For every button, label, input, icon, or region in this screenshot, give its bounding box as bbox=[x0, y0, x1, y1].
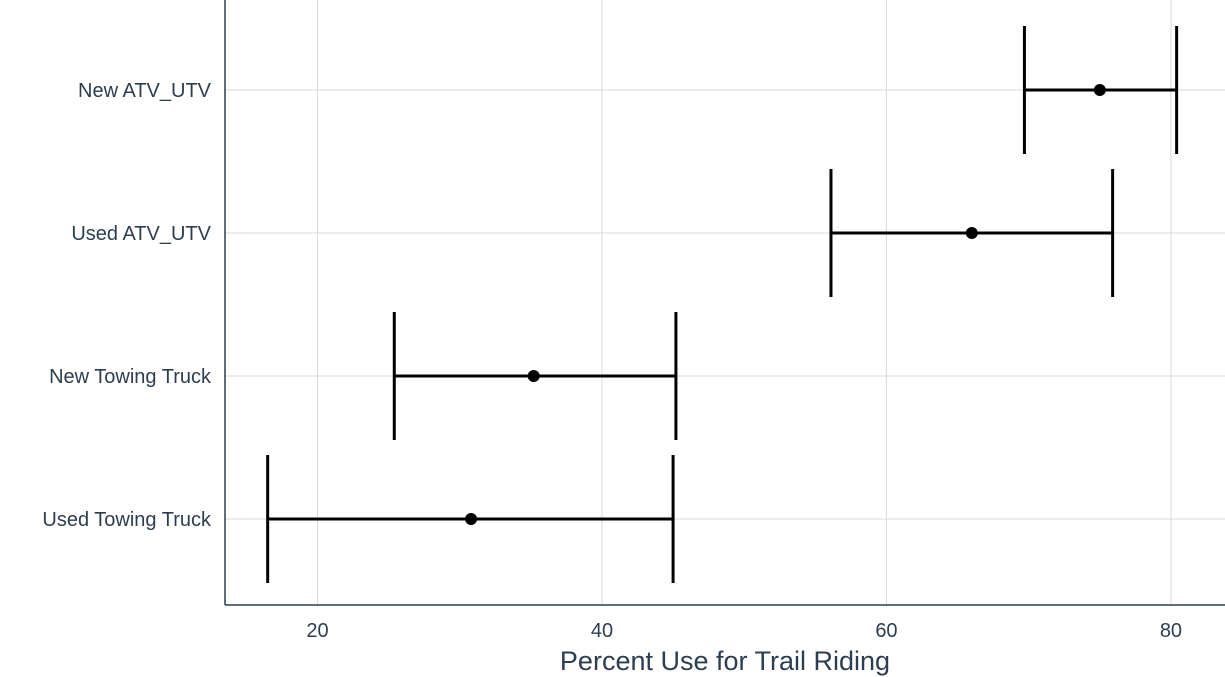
estimate-point bbox=[465, 513, 478, 525]
estimate-point bbox=[1093, 84, 1106, 96]
category-label: New Towing Truck bbox=[49, 366, 212, 388]
category-labels: New ATV_UTV Used ATV_UTV New Towing Truck U… bbox=[42, 80, 212, 531]
category-label: Used Towing Truck bbox=[42, 509, 212, 531]
estimate-point bbox=[527, 370, 540, 382]
category-label: New ATV_UTV bbox=[78, 80, 212, 102]
grid bbox=[225, 0, 1225, 605]
x-tick-label: 40 bbox=[591, 620, 613, 642]
estimate-point bbox=[965, 227, 978, 239]
axes bbox=[224, 0, 1225, 606]
x-tick-label: 80 bbox=[1160, 620, 1182, 642]
tick-labels: 20 40 60 80 bbox=[306, 620, 1182, 642]
x-axis-title: Percent Use for Trail Riding bbox=[560, 646, 890, 676]
category-label: Used ATV_UTV bbox=[71, 223, 211, 245]
x-tick-label: 60 bbox=[875, 620, 897, 642]
x-tick-label: 20 bbox=[306, 620, 328, 642]
marks bbox=[266, 26, 1179, 583]
